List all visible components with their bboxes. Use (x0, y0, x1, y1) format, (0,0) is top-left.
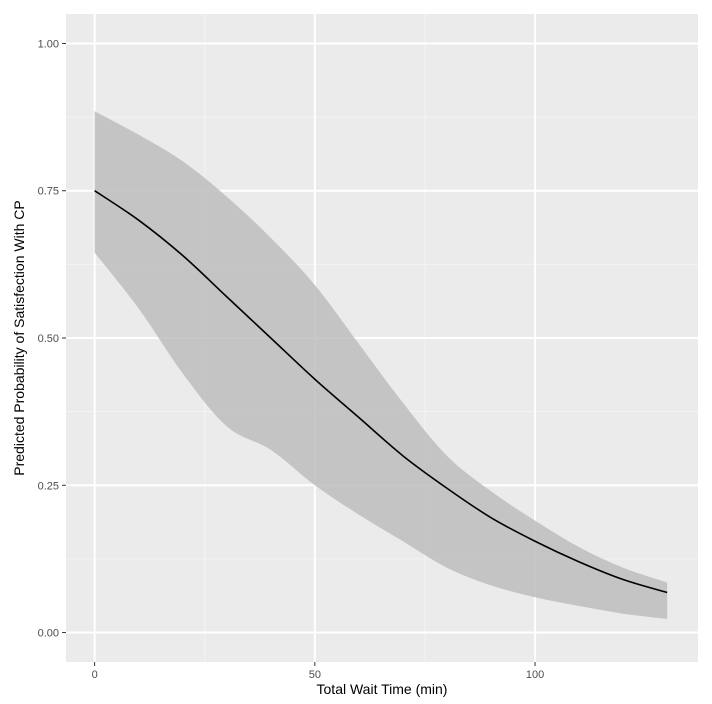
y-tick-label: 0.00 (38, 628, 59, 640)
confidence-band-layer (94, 111, 668, 619)
y-axis-title: Predicted Probability of Satisfection Wi… (11, 200, 27, 475)
x-axis-title: Total Wait Time (min) (317, 681, 448, 697)
y-tick-label: 0.75 (38, 186, 59, 198)
confidence-band (94, 111, 668, 619)
y-tick-label: 0.50 (38, 333, 59, 345)
x-tick-label: 0 (92, 669, 98, 681)
y-tick-label: 0.25 (38, 480, 59, 492)
x-tick-label: 100 (526, 669, 544, 681)
prediction-line (94, 190, 668, 594)
x-tick-label: 50 (309, 669, 321, 681)
axis-ticks: 0 50 100 0.00 0.25 0.50 0.75 1.00 (38, 38, 545, 681)
prediction-line-layer (94, 190, 668, 594)
y-tick-label: 1.00 (38, 38, 59, 50)
